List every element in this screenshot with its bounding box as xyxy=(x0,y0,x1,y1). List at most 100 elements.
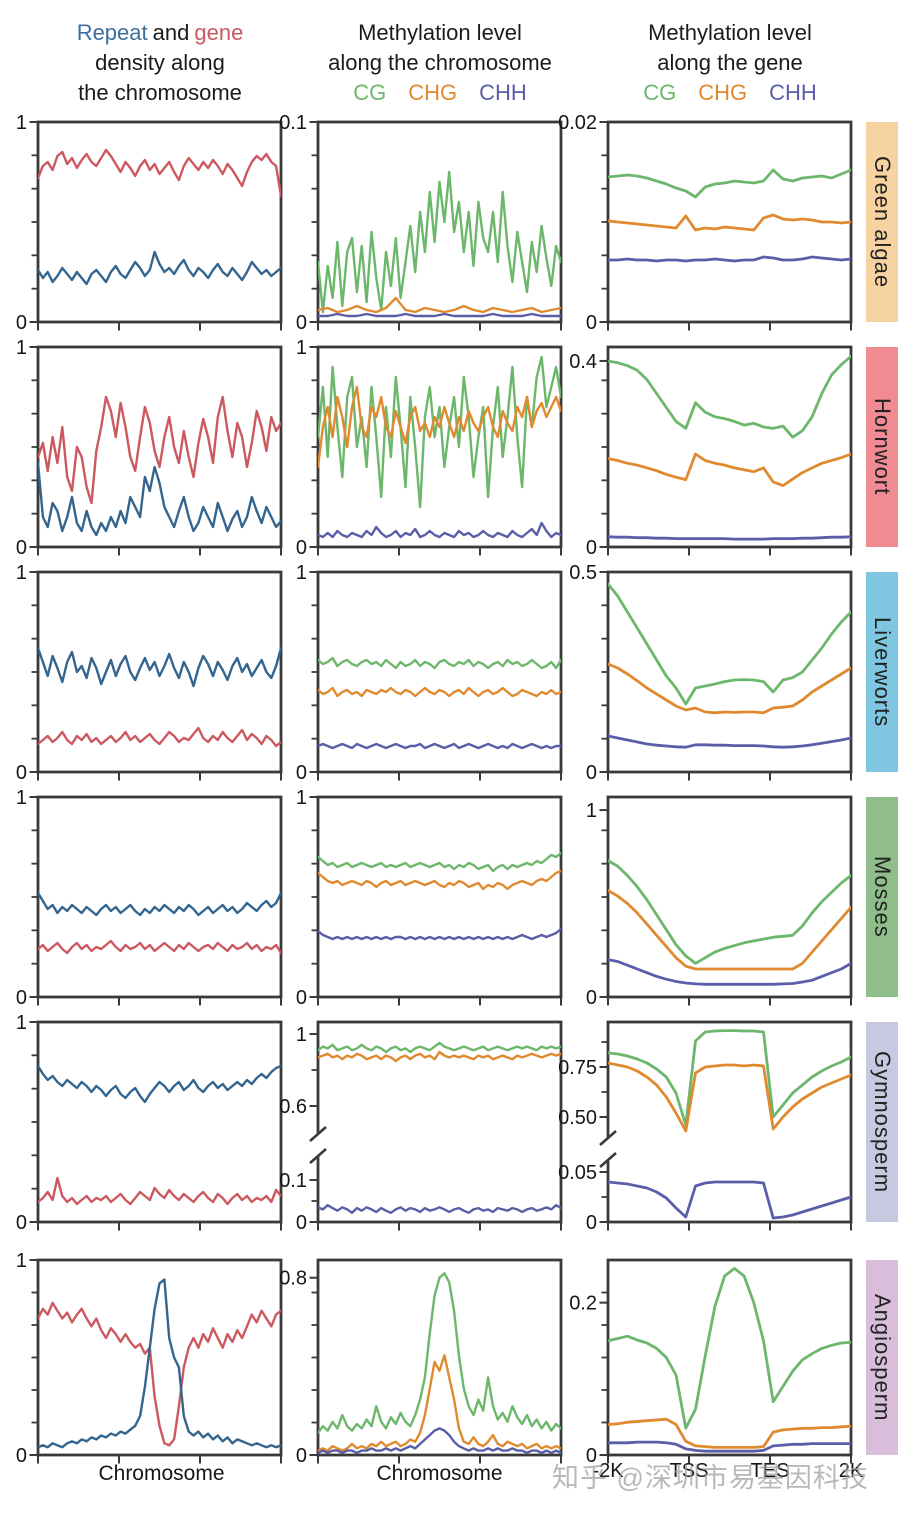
series-gene-line xyxy=(38,1176,281,1206)
series-cg-line xyxy=(318,1041,561,1054)
plot-row6-col2-angiosperm: 0.80 xyxy=(279,1258,563,1467)
plot-row3-col2-liverworts: 10 xyxy=(296,562,563,784)
series-chg-line xyxy=(608,1061,851,1133)
series-chg-line xyxy=(608,889,851,971)
series-chg-line xyxy=(318,385,561,469)
series-chg-line xyxy=(318,1050,561,1063)
svg-text:0: 0 xyxy=(16,1445,27,1467)
svg-text:1: 1 xyxy=(16,337,27,359)
series-cg-line xyxy=(318,170,561,314)
series-chh-line xyxy=(608,1180,851,1220)
legend-chg: CHG xyxy=(408,80,458,105)
series-gene-line xyxy=(38,395,281,505)
svg-text:0.2: 0.2 xyxy=(569,1293,597,1315)
svg-text:1: 1 xyxy=(296,787,307,809)
series-chh-line xyxy=(318,1203,561,1215)
series-repeat-line xyxy=(38,1064,281,1104)
series-chg-line xyxy=(318,686,561,698)
svg-text:0: 0 xyxy=(16,1212,27,1234)
column1-header-line1: Repeat and gene xyxy=(20,18,300,48)
svg-text:1: 1 xyxy=(16,1012,27,1034)
x-axis-label-chromosome-col1: Chromosome xyxy=(98,1462,225,1485)
x-tick-tes: TES xyxy=(750,1460,790,1482)
column3-header: Methylation level along the gene CG CHG CH… xyxy=(590,18,870,108)
and-label: and xyxy=(152,20,190,45)
series-cg-line xyxy=(318,1272,561,1435)
svg-text:0: 0 xyxy=(296,537,307,559)
svg-text:0.4: 0.4 xyxy=(569,351,597,373)
species-band-mosses: Mosses xyxy=(866,797,898,997)
svg-text:0.1: 0.1 xyxy=(279,112,307,134)
species-band-angiosperm: Angiosperm xyxy=(866,1260,898,1455)
species-band-liverworts: Liverworts xyxy=(866,572,898,772)
series-chh-line xyxy=(318,312,561,318)
species-band-label: Liverworts xyxy=(870,616,895,728)
svg-text:0: 0 xyxy=(586,312,597,334)
plot-row5-col2-gymnosperm: 1 0.6 0.1 0 xyxy=(279,1020,563,1234)
column1-header-line2: density along xyxy=(95,50,225,75)
legend-chh: CHH xyxy=(479,80,527,105)
series-cg-line xyxy=(608,354,851,439)
column2-header-line1: Methylation level xyxy=(358,20,522,45)
column2-header-line2: along the chromosome xyxy=(328,50,552,75)
svg-text:0.8: 0.8 xyxy=(279,1268,307,1290)
species-band-gymnosperm: Gymnosperm xyxy=(866,1022,898,1222)
series-chh-line xyxy=(318,1427,561,1455)
svg-text:1: 1 xyxy=(16,562,27,584)
series-chh-line xyxy=(608,958,851,986)
plot-row1-col3-green-algae: 0.02 0 xyxy=(558,112,853,334)
species-band-label: Angiosperm xyxy=(870,1293,895,1422)
series-chg-line xyxy=(318,1354,561,1452)
legend-cg: CG xyxy=(353,80,387,105)
series-repeat-line xyxy=(38,250,281,286)
svg-text:0.5: 0.5 xyxy=(569,562,597,584)
series-chg-line xyxy=(318,869,561,891)
column3-legend: CG CHG CHH xyxy=(590,78,870,108)
svg-text:1: 1 xyxy=(16,1250,27,1272)
series-cg-line xyxy=(608,168,851,199)
plot-row4-col1-mosses: 10 xyxy=(16,787,283,1009)
series-chg-line xyxy=(318,296,561,314)
series-chh-line xyxy=(608,535,851,541)
column2-header: Methylation level along the chromosome C… xyxy=(300,18,580,108)
series-cg-line xyxy=(318,355,561,509)
svg-text:0.02: 0.02 xyxy=(558,112,597,134)
species-band-label: Hornwort xyxy=(870,398,895,496)
svg-text:0: 0 xyxy=(586,762,597,784)
series-repeat-line xyxy=(38,891,281,917)
species-band-label: Gymnosperm xyxy=(870,1050,895,1194)
species-band-label: Green algae xyxy=(870,155,895,289)
plot-row5-col1-gymnosperm: 10 xyxy=(16,1012,283,1234)
species-band-hornwort: Hornwort xyxy=(866,347,898,547)
series-chg-line xyxy=(608,662,851,715)
svg-text:0.05: 0.05 xyxy=(558,1162,597,1184)
svg-text:0: 0 xyxy=(586,537,597,559)
x-tick-plus2k: 2K xyxy=(838,1460,864,1482)
svg-text:1: 1 xyxy=(16,787,27,809)
series-repeat-line xyxy=(38,1278,281,1449)
series-chg-line xyxy=(608,1417,851,1449)
svg-text:0: 0 xyxy=(296,1212,307,1234)
series-gene-line xyxy=(38,939,281,955)
svg-text:0: 0 xyxy=(586,1212,597,1234)
series-chh-line xyxy=(318,521,561,539)
series-chh-line xyxy=(608,255,851,263)
species-band-label: Mosses xyxy=(870,856,895,938)
plot-row1-col2-green-algae: 0.10 xyxy=(279,112,563,334)
svg-text:0: 0 xyxy=(296,312,307,334)
series-cg-line xyxy=(318,656,561,670)
series-chh-line xyxy=(608,734,851,749)
x-tick-minus2k: -2K xyxy=(592,1460,624,1482)
series-repeat-line xyxy=(38,461,281,537)
legend-chh: CHH xyxy=(769,80,817,105)
svg-text:0: 0 xyxy=(16,762,27,784)
svg-text:0: 0 xyxy=(296,1445,307,1467)
plot-row3-col3-liverworts: 0.50 xyxy=(569,562,853,784)
series-chh-line xyxy=(608,1440,851,1453)
legend-cg: CG xyxy=(643,80,677,105)
series-gene-line xyxy=(38,1301,281,1447)
column1-header: Repeat and gene density along the chromoso… xyxy=(20,18,300,108)
plot-row3-col1-liverworts: 10 xyxy=(16,562,283,784)
series-gene-line xyxy=(38,726,281,748)
svg-text:0.50: 0.50 xyxy=(558,1107,597,1129)
